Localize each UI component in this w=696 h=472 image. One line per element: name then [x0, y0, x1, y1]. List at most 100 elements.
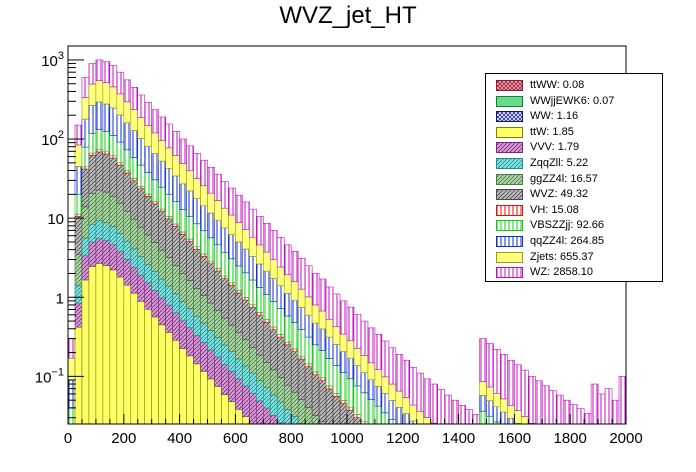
- bar-ggZZ4l-9: [130, 218, 139, 250]
- bar-Zjets-49: [409, 404, 418, 422]
- bar-VBSZZjj-32: [290, 322, 299, 350]
- bar-Zjets-63: [507, 405, 515, 419]
- bar-Zjets-5: [102, 82, 111, 105]
- bar-WZ-46: [388, 347, 397, 385]
- bar-VBSZZjj-15: [172, 201, 180, 225]
- legend-label-ZqqZll: ZqqZll: 5.22: [530, 157, 589, 169]
- bar-qqZZ4l-18: [193, 198, 201, 225]
- bar-VH-4: [95, 149, 104, 153]
- bar-WZ-26: [249, 208, 257, 238]
- bar-VH-35: [311, 371, 320, 376]
- bar-Zjets-21: [214, 200, 222, 221]
- bar-Zjets-40: [346, 340, 355, 359]
- bar-VVV-8: [123, 259, 132, 286]
- bar-VH-25: [242, 297, 250, 301]
- bar-ggZZ4l-17: [186, 280, 194, 309]
- bar-ttW-20: [207, 378, 215, 425]
- bar-ttW-5: [102, 265, 111, 425]
- bar-ggZZ4l-19: [200, 295, 208, 324]
- bar-WZ-70: [555, 394, 564, 425]
- bar-VH-32: [290, 348, 299, 352]
- bar-VVV-15: [172, 312, 180, 341]
- bar-WZ-62: [500, 354, 508, 400]
- bar-Zjets-15: [172, 155, 180, 177]
- bar-WZ-49: [409, 367, 418, 406]
- legend-entry-ggZZ4l: ggZZ4l: 16.57: [486, 172, 662, 187]
- legend-entry-WZ: WZ: 2858.10: [486, 265, 662, 280]
- bar-WZ-6: [109, 65, 118, 88]
- bar-VBSZZjj-1: [74, 194, 83, 215]
- bar-ggZZ4l-18: [193, 288, 201, 317]
- bar-WZ-7: [116, 71, 125, 95]
- legend-label-VVV: VVV: 1.79: [530, 141, 580, 154]
- bar-ttW-22: [221, 394, 229, 425]
- bar-WZ-48: [402, 359, 411, 398]
- bar-VH-11: [144, 193, 152, 197]
- bar-WZ-45: [381, 340, 390, 378]
- bar-WZ-4: [95, 59, 104, 81]
- bar-VBSZZjj-8: [123, 149, 132, 171]
- bar-WVZ-12: [151, 203, 159, 243]
- bar-qqZZ4l-27: [256, 263, 264, 288]
- bar-VBSZZjj-10: [137, 164, 146, 187]
- bar-WVZ-19: [200, 256, 208, 296]
- bar-ZqqZll-3: [88, 223, 97, 243]
- bar-Zjets-64: [514, 410, 522, 424]
- bar-WZ-5: [102, 61, 111, 84]
- bar-VBSZZjj-45: [381, 412, 390, 425]
- bar-ggZZ4l-30: [276, 377, 285, 403]
- bar-Zjets-37: [325, 318, 334, 338]
- bar-WZ-63: [507, 359, 515, 406]
- bar-Zjets-43: [367, 362, 376, 381]
- bar-VH-41: [353, 414, 362, 418]
- bar-VH-8: [123, 170, 132, 174]
- legend-entry-ZqqZll: ZqqZll: 5.22: [486, 156, 662, 171]
- bar-ZqqZll-17: [186, 308, 194, 328]
- bar-Zjets-28: [262, 251, 271, 272]
- bar-WZ-61: [493, 348, 501, 394]
- legend-entry-VVV: VVV: 1.79: [486, 140, 662, 155]
- bar-VVV-12: [151, 289, 159, 318]
- bar-VBSZZjj-4: [95, 129, 104, 150]
- bar-WVZ-24: [235, 292, 243, 333]
- bar-ggZZ4l-15: [172, 264, 180, 295]
- y-tick-label-0.1: 10−1: [35, 366, 64, 386]
- bar-WVZ-6: [109, 157, 118, 197]
- bar-WZ-14: [165, 123, 173, 149]
- bar-ggZZ4l-31: [283, 384, 292, 410]
- bar-qqZZ4l-59: [479, 395, 487, 412]
- bar-qqZZ4l-8: [123, 122, 132, 151]
- legend-label-Zjets: Zjets: 655.37: [530, 250, 594, 263]
- bar-qqZZ4l-4: [95, 101, 104, 130]
- bar-ggZZ4l-22: [221, 317, 229, 346]
- bar-Zjets-26: [249, 236, 257, 257]
- bar-ggZZ4l-32: [290, 391, 299, 417]
- bar-Zjets-39: [339, 333, 348, 352]
- bar-Zjets-51: [423, 417, 432, 425]
- bar-VH-13: [158, 208, 166, 212]
- bar-WZ-75: [590, 383, 599, 425]
- bar-WZ-28: [262, 223, 271, 253]
- bar-WVZ-33: [297, 358, 306, 400]
- x-tick-label-600: 600: [223, 430, 248, 447]
- bar-VVV-28: [262, 407, 271, 425]
- bar-WZ-30: [276, 237, 285, 268]
- bar-ggZZ4l-27: [256, 354, 264, 381]
- bar-VVV-27: [256, 400, 264, 425]
- bar-qqZZ4l-23: [228, 234, 236, 260]
- legend-entry-qqZZ4l: qqZZ4l: 264.85: [486, 234, 662, 249]
- bar-WZ-17: [186, 145, 194, 172]
- bar-qqZZ4l-43: [367, 379, 376, 400]
- bar-qqZZ4l-62: [500, 411, 508, 425]
- bar-WVZ-18: [193, 248, 201, 289]
- bar-qqZZ4l-16: [179, 183, 187, 210]
- bar-WZ-15: [172, 131, 180, 156]
- bar-WZ-33: [297, 258, 306, 290]
- bar-WZ-71: [562, 399, 571, 425]
- bar-Zjets-30: [276, 266, 285, 287]
- bar-qqZZ4l-14: [165, 167, 173, 195]
- bar-ggZZ4l-10: [137, 226, 146, 257]
- bar-WZ-36: [318, 278, 327, 312]
- bar-WZ-73: [576, 408, 585, 425]
- bar-Zjets-20: [207, 192, 215, 214]
